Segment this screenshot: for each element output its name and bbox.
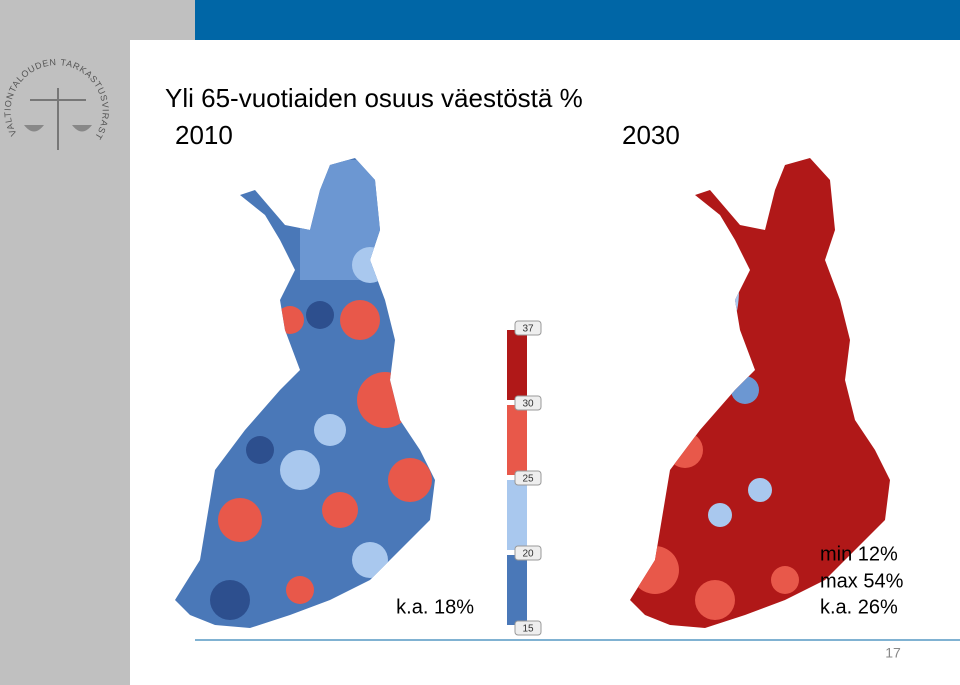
map-region: [352, 542, 388, 578]
logo-pans: [24, 125, 92, 132]
side-strip: [0, 0, 130, 685]
tick-label: 20: [522, 549, 534, 560]
tick-box: [514, 620, 542, 636]
title: Yli 65-vuotiaiden osuus väestöstä %: [165, 83, 583, 113]
tick-box: [514, 395, 542, 411]
tick-label: 37: [522, 324, 534, 335]
tick-label: 30: [522, 399, 534, 410]
tick-box: [514, 470, 542, 486]
tick-label: 15: [522, 624, 534, 635]
map-region: [340, 300, 380, 340]
map-region: [748, 478, 772, 502]
tick-label: 25: [522, 474, 534, 485]
note: min 12%: [820, 543, 898, 565]
note: k.a. 26%: [820, 596, 898, 618]
top-gray: [130, 0, 195, 40]
map-region: [280, 450, 320, 490]
legend-ticks: 37 30 25 20 15: [514, 320, 542, 636]
map-region: [314, 414, 346, 446]
legend-swatch: [507, 480, 527, 550]
tick-box: [514, 545, 542, 561]
year-label: 2010: [175, 120, 233, 150]
map-region: [708, 503, 732, 527]
legend-swatch: [507, 555, 527, 625]
top-bar: [195, 0, 960, 40]
legend: 37 30 25 20 15: [507, 320, 542, 636]
map-region: [246, 436, 274, 464]
map-region: [695, 580, 735, 620]
map-region: [218, 498, 262, 542]
map-region: [771, 566, 799, 594]
map-region: [210, 580, 250, 620]
map-region: [306, 301, 334, 329]
map-region: [388, 458, 432, 502]
tick-box: [514, 320, 542, 336]
map-region: [286, 576, 314, 604]
note: k.a. 18%: [396, 596, 474, 618]
note: max 54%: [820, 570, 904, 592]
map-region: [322, 492, 358, 528]
legend-swatch: [507, 330, 527, 400]
legend-swatch: [507, 405, 527, 475]
page-number: 17: [885, 645, 901, 661]
year-label: 2030: [622, 120, 680, 150]
